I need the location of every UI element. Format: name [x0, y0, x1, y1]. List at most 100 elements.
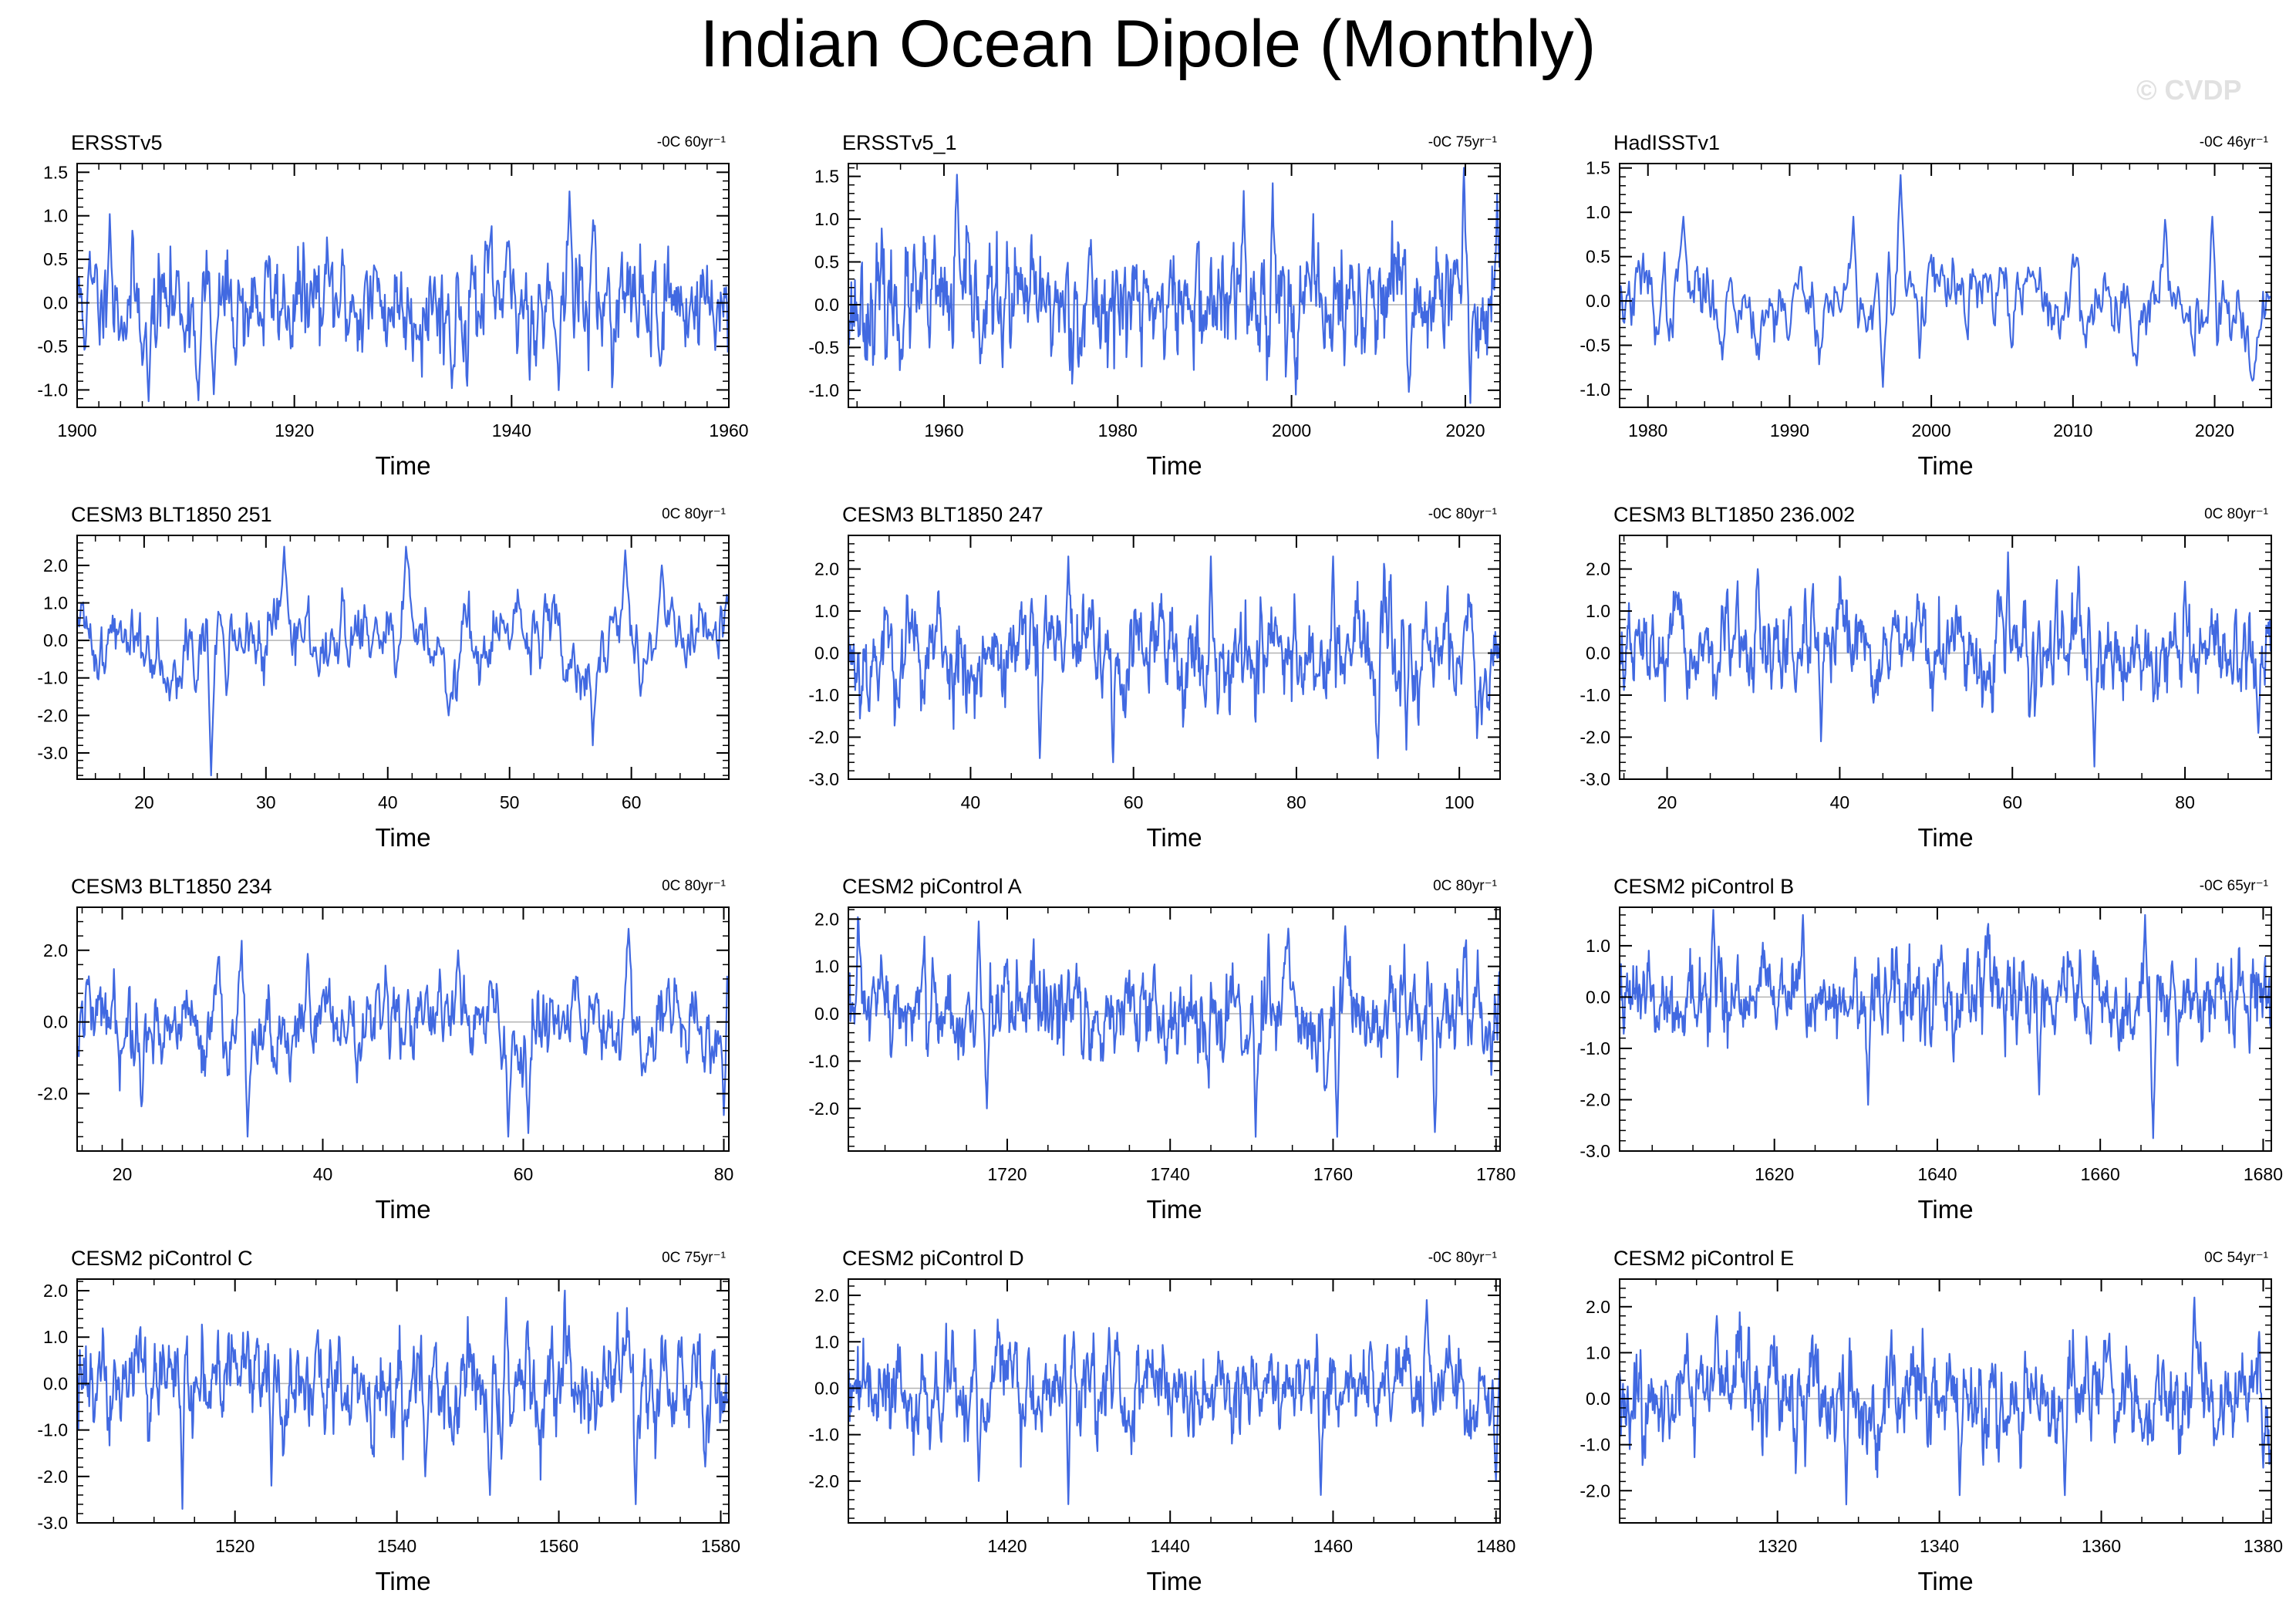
line-chart: CESM2 piControl D -0C 80yr⁻¹ 1420 1440 1460 1… [808, 1247, 1515, 1595]
y-tick-label: 1.0 [814, 601, 839, 621]
x-axis-label: Time [1146, 823, 1202, 852]
x-tick-label: 1320 [1758, 1536, 1797, 1556]
y-tick-label: 1.0 [1586, 1342, 1610, 1362]
series-line [847, 1299, 1501, 1505]
x-tick-label: 1760 [1313, 1164, 1353, 1184]
x-tick-label: 1340 [1920, 1536, 1959, 1556]
x-tick-label: 1780 [1476, 1164, 1515, 1184]
y-tick-label: 2.0 [43, 940, 68, 960]
series-line [847, 167, 1501, 404]
panel-title: CESM3 BLT1850 251 [71, 503, 272, 526]
watermark: © CVDP [2136, 74, 2242, 106]
y-tick-label: 2.0 [1586, 559, 1610, 579]
y-tick-label: 0.0 [1586, 1389, 1610, 1409]
trend-units: 0C 80yr⁻¹ [662, 878, 726, 894]
series-line [847, 916, 1501, 1138]
chart-panel: HadISSTv1 -0C 46yr⁻¹ 1980 1990 2000 2010 2020 -… [1542, 116, 2296, 486]
x-tick-label: 20 [1657, 792, 1677, 812]
y-tick-label: 2.0 [1586, 1297, 1610, 1317]
x-tick-label: 40 [378, 792, 398, 812]
plot-frame [1619, 1278, 2272, 1524]
plot-frame [848, 906, 1501, 1152]
trend-units: 0C 80yr⁻¹ [662, 506, 726, 522]
y-tick-label: -3.0 [1580, 769, 1610, 789]
x-tick-label: 50 [500, 792, 520, 812]
panel-title: CESM2 piControl C [71, 1247, 253, 1270]
y-tick-label: 1.5 [1586, 158, 1610, 178]
chart-panel: CESM3 BLT1850 236.002 0C 80yr⁻¹ 20 40 60 80 -3… [1542, 488, 2296, 858]
y-tick-label: -2.0 [1580, 1480, 1610, 1501]
y-tick-label: -1.0 [37, 380, 68, 400]
x-tick-label: 40 [313, 1164, 333, 1184]
panel-title: HadISSTv1 [1613, 131, 1720, 154]
series-line [76, 1289, 730, 1510]
line-chart: CESM3 BLT1850 236.002 0C 80yr⁻¹ 20 40 60 80 -3… [1580, 503, 2272, 852]
x-tick-label: 1560 [539, 1536, 578, 1556]
panel-title: ERSSTv5_1 [842, 131, 957, 154]
series-line [847, 555, 1501, 764]
y-tick-label: 0.0 [814, 643, 839, 663]
chart-panel: ERSSTv5 -0C 60yr⁻¹ 1900 1920 1940 1960 -1.0 -0.… [0, 116, 766, 486]
chart-panel: ERSSTv5_1 -0C 75yr⁻¹ 1960 1980 2000 2020 -1.0 -… [771, 116, 1537, 486]
y-tick-label: 0.0 [43, 630, 68, 650]
x-tick-label: 40 [1830, 792, 1850, 812]
trend-units: -0C 65yr⁻¹ [2200, 878, 2268, 894]
x-tick-label: 60 [622, 792, 642, 812]
line-chart: CESM3 BLT1850 251 0C 80yr⁻¹ 20 30 40 50 60 -3.0… [37, 503, 730, 852]
x-tick-label: 1960 [709, 420, 748, 441]
y-tick-label: -2.0 [808, 1099, 839, 1119]
x-tick-label: 1980 [1628, 420, 1667, 441]
y-tick-label: 2.0 [43, 1281, 68, 1301]
y-tick-label: 1.0 [1586, 936, 1610, 956]
chart-panel: CESM2 piControl A 0C 80yr⁻¹ 1720 1740 1760 17… [771, 859, 1537, 1230]
x-tick-label: 1480 [1476, 1536, 1515, 1556]
y-tick-label: -1.0 [37, 1420, 68, 1440]
y-tick-label: -2.0 [808, 1471, 839, 1491]
x-tick-label: 2010 [2053, 420, 2092, 441]
panel-title: CESM2 piControl B [1613, 875, 1794, 898]
x-tick-label: 2000 [1912, 420, 1951, 441]
y-tick-label: 1.0 [43, 206, 68, 226]
y-tick-label: 0.0 [43, 1373, 68, 1393]
x-tick-label: 1580 [701, 1536, 740, 1556]
x-tick-label: 80 [1286, 792, 1306, 812]
trend-units: 0C 80yr⁻¹ [1433, 878, 1497, 894]
trend-units: -0C 80yr⁻¹ [1428, 1250, 1497, 1266]
chart-panel: CESM2 piControl D -0C 80yr⁻¹ 1420 1440 1460 1… [771, 1231, 1537, 1602]
y-tick-label: -0.5 [808, 337, 839, 357]
x-tick-label: 40 [961, 792, 981, 812]
y-tick-label: -0.5 [37, 336, 68, 356]
y-tick-label: -0.5 [1580, 336, 1610, 356]
trend-units: -0C 60yr⁻¹ [657, 134, 726, 150]
line-chart: CESM2 piControl C 0C 75yr⁻¹ 1520 1540 1560 15… [37, 1247, 740, 1595]
y-tick-label: -1.0 [808, 1425, 839, 1445]
y-tick-label: 1.0 [814, 209, 839, 229]
x-tick-label: 60 [514, 1164, 534, 1184]
y-tick-label: 1.0 [43, 1327, 68, 1347]
plot-frame [1619, 535, 2272, 780]
x-tick-label: 80 [714, 1164, 734, 1184]
x-axis-label: Time [1917, 823, 1973, 852]
x-axis-label: Time [1917, 451, 1973, 480]
x-tick-label: 100 [1445, 792, 1474, 812]
plot-frame [76, 535, 730, 780]
panel-title: CESM3 BLT1850 247 [842, 503, 1043, 526]
x-axis-label: Time [375, 451, 430, 480]
plot-frame [1619, 163, 2272, 408]
line-chart: CESM3 BLT1850 234 0C 80yr⁻¹ 20 40 60 80 -2.0 0.… [37, 875, 734, 1224]
y-tick-label: 0.0 [1586, 987, 1610, 1007]
y-tick-label: 1.5 [814, 167, 839, 187]
y-tick-label: 1.5 [43, 162, 68, 182]
y-tick-label: 2.0 [43, 555, 68, 576]
y-tick-label: -1.0 [1580, 685, 1610, 705]
x-tick-label: 1380 [2244, 1536, 2283, 1556]
x-axis-label: Time [1917, 1195, 1973, 1224]
trend-units: -0C 80yr⁻¹ [1428, 506, 1497, 522]
chart-panel: CESM3 BLT1850 247 -0C 80yr⁻¹ 40 60 80 100 -3.0… [771, 488, 1537, 858]
line-chart: CESM2 piControl E 0C 54yr⁻¹ 1320 1340 1360 13… [1580, 1247, 2283, 1595]
series-line [1618, 174, 2271, 388]
series-line [76, 545, 729, 777]
y-tick-label: 2.0 [814, 909, 839, 929]
x-axis-label: Time [375, 1567, 430, 1595]
